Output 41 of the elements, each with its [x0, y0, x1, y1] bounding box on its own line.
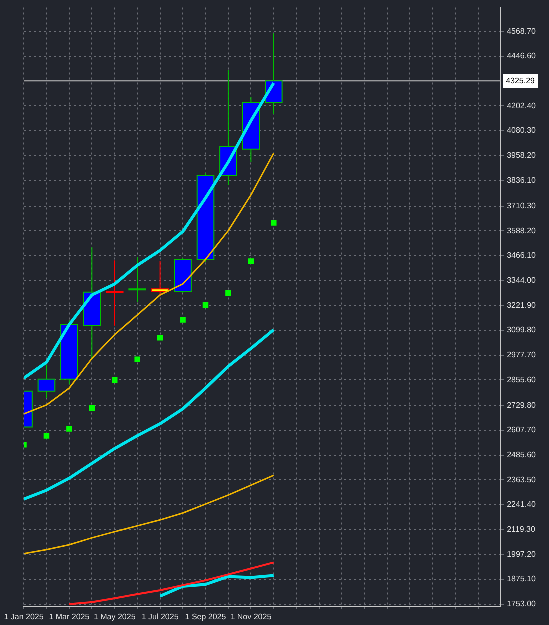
point	[248, 258, 254, 264]
point	[134, 356, 140, 363]
point	[180, 317, 186, 323]
y-tick-label: 2363.50	[507, 475, 537, 484]
y-tick-label: 4446.60	[507, 52, 537, 61]
x-tick-label: 1 Sep 2025	[185, 612, 227, 622]
y-tick-label: 3588.20	[507, 226, 537, 236]
y-tick-label: 3344.00	[507, 276, 537, 285]
x-tick-label: 1 May 2025	[94, 612, 136, 622]
point	[202, 302, 209, 308]
point	[112, 378, 118, 384]
x-tick-label: 1 Jul 2025	[142, 612, 180, 622]
y-tick-label: 2607.70	[507, 426, 537, 435]
y-tick-label: 2977.70	[507, 350, 537, 360]
y-tick-label: 3958.20	[507, 151, 537, 160]
y-tick-label: 4202.40	[507, 101, 537, 110]
y-tick-label: 2241.40	[507, 500, 537, 510]
y-tick-label: 4568.70	[507, 26, 537, 36]
ref-line-label: 4325.29	[506, 76, 536, 86]
y-tick-label: 3710.30	[507, 201, 537, 210]
y-tick-label: 3221.90	[507, 300, 537, 310]
point	[89, 405, 96, 412]
y-tick-label: 3099.80	[507, 326, 537, 335]
point	[157, 335, 164, 341]
point	[271, 220, 277, 226]
y-tick-label: 2729.80	[507, 400, 537, 410]
x-tick-label: 1 Jan 2025	[4, 612, 44, 622]
y-tick-label: 1997.20	[507, 550, 537, 559]
y-tick-label: 2855.60	[507, 375, 537, 384]
x-tick-label: 1 Mar 2025	[49, 612, 90, 622]
y-tick-label: 3466.10	[507, 251, 537, 260]
y-tick-label: 2485.60	[507, 450, 537, 460]
x-tick-label: 1 Nov 2025	[230, 612, 272, 622]
point	[226, 290, 232, 296]
y-tick-label: 4080.30	[507, 126, 537, 136]
y-tick-label: 2119.30	[507, 525, 536, 534]
point	[44, 433, 50, 439]
y-tick-label: 3836.10	[507, 176, 537, 185]
y-tick-label: 1753.00	[507, 600, 537, 609]
point	[66, 426, 72, 432]
y-tick-label: 1875.10	[507, 574, 537, 584]
